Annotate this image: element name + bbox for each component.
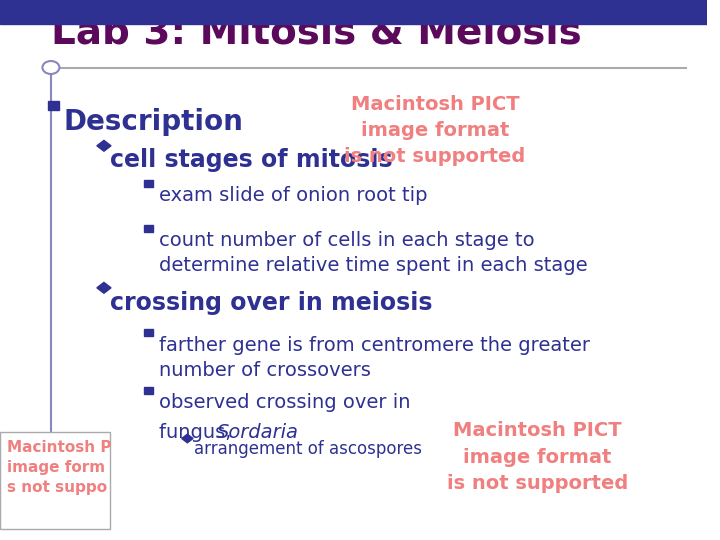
Circle shape [42,61,59,74]
Text: Macintosh PICT
image format
is not supported: Macintosh PICT image format is not suppo… [344,94,526,166]
Text: Macintosh PICT
image format
is not supported: Macintosh PICT image format is not suppo… [446,421,628,493]
Text: farther gene is from centromere the greater
number of crossovers: farther gene is from centromere the grea… [159,336,590,380]
Bar [48,101,59,110]
Polygon shape [97,282,111,293]
Bar [143,329,153,336]
Polygon shape [97,140,111,151]
Text: cell stages of mitosis: cell stages of mitosis [109,148,392,172]
Polygon shape [181,434,193,443]
Text: Sordaria: Sordaria [217,423,299,442]
Text: exam slide of onion root tip: exam slide of onion root tip [159,186,428,205]
Text: arrangement of ascospores: arrangement of ascospores [194,440,423,458]
Text: fungus,: fungus, [159,423,238,442]
Bar [143,387,153,394]
Bar [143,180,153,187]
Text: count number of cells in each stage to
determine relative time spent in each sta: count number of cells in each stage to d… [159,231,588,275]
Bar [143,225,153,232]
Bar [0,432,109,529]
Text: crossing over in meiosis: crossing over in meiosis [109,291,432,314]
Text: Macintosh P
image form
s not suppo: Macintosh P image form s not suppo [7,440,112,495]
Text: Description: Description [63,108,243,136]
Bar [0,0,707,24]
Text: observed crossing over in: observed crossing over in [159,393,410,412]
Text: Lab 3: Mitosis & Meiosis: Lab 3: Mitosis & Meiosis [51,14,582,51]
